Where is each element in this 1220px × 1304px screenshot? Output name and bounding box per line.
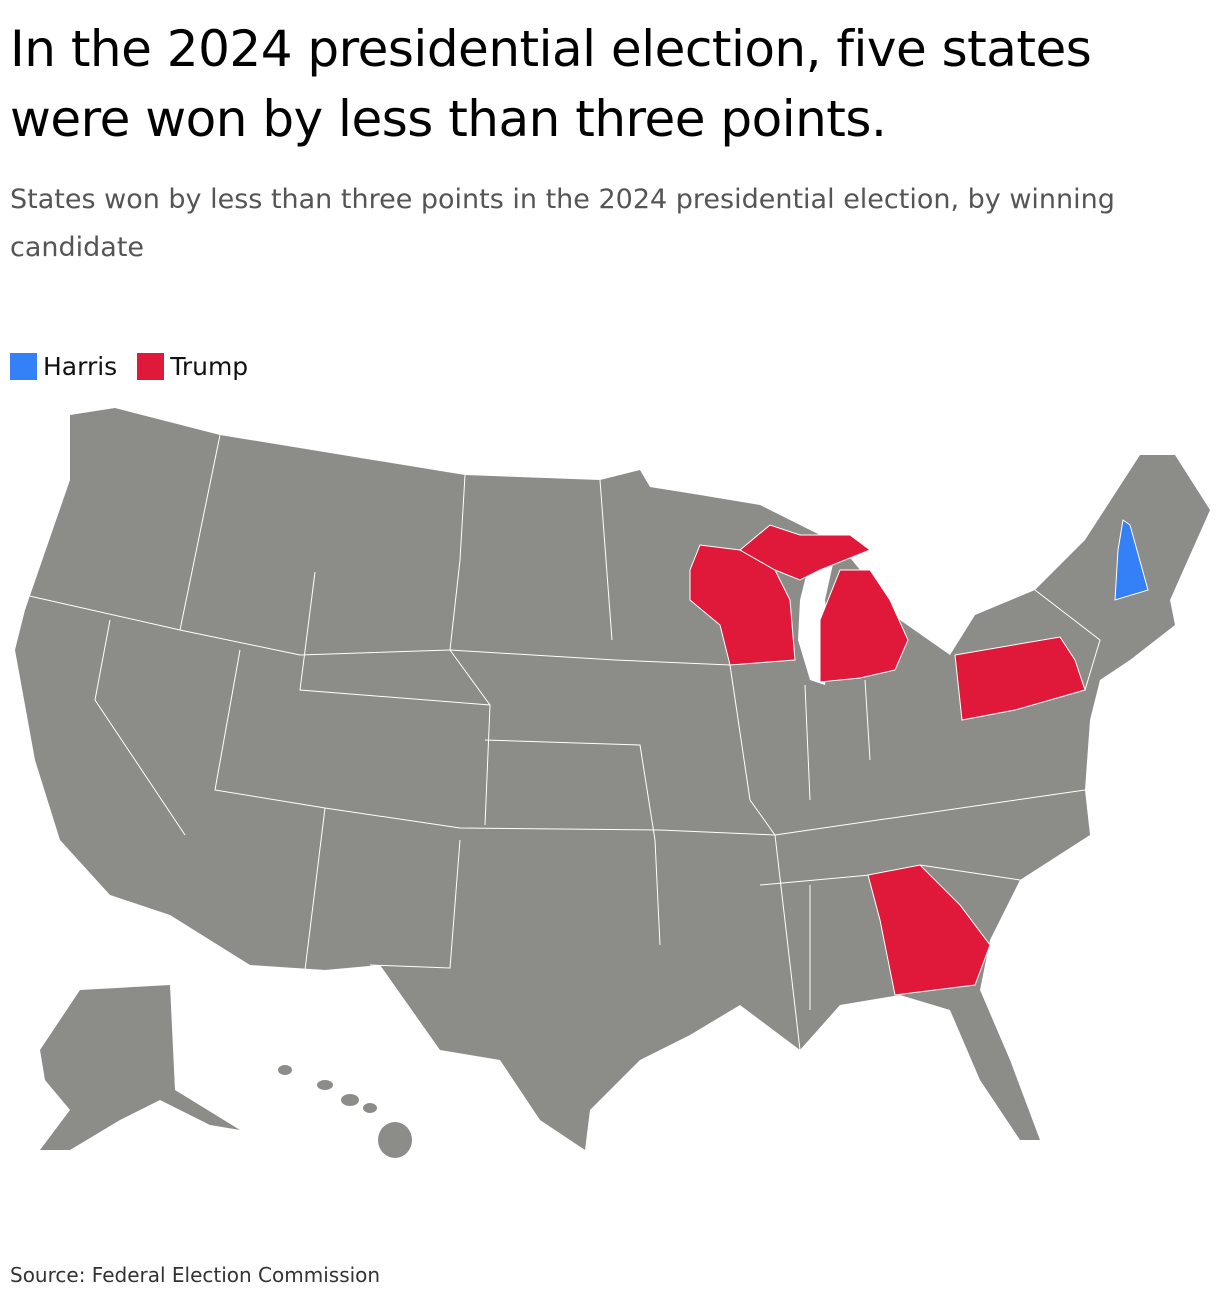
title: In the 2024 presidential election, five … [10,20,1092,148]
highlighted-states [689,519,1149,996]
hawaii [341,1094,359,1106]
hawaii [378,1122,412,1158]
hawaii [317,1080,333,1090]
state-border [919,864,1021,881]
state-border [484,739,661,946]
hawaii [278,1065,292,1075]
state-mi [739,524,872,581]
source: Source: Federal Election Commission [10,1263,381,1287]
state-nh [1114,519,1149,601]
alaska [40,985,240,1150]
legend-label: Trump [170,352,249,381]
legend-item: Trump [137,352,248,381]
map [15,408,1210,1158]
state-border [599,479,613,641]
legend-swatch [137,353,165,380]
state-border [449,474,491,826]
state-borders [24,434,1101,1051]
state-pa [954,636,1086,721]
state-mi [819,569,909,683]
state-border [804,684,811,801]
state-border [299,571,491,706]
state-border [304,807,326,971]
state-border [24,594,731,666]
state-border [729,664,801,1051]
state-border [1034,589,1101,691]
state-ga [867,864,991,996]
state-border [179,434,221,631]
legend-label: Harris [43,352,118,381]
hawaii [363,1103,377,1113]
state-border [774,789,1086,836]
us-map [15,408,1210,1158]
state-border [214,649,776,836]
legend: Harris Trump [10,352,248,381]
state-border [369,839,461,969]
state-border [94,619,186,836]
legend-item: Harris [10,352,117,381]
state-wi [689,544,796,666]
state-border [759,874,871,886]
subtitle: States won by less than three points in … [10,184,1115,263]
state-border [864,679,871,761]
legend-swatch [10,353,37,380]
contiguous-us [15,408,1210,1150]
